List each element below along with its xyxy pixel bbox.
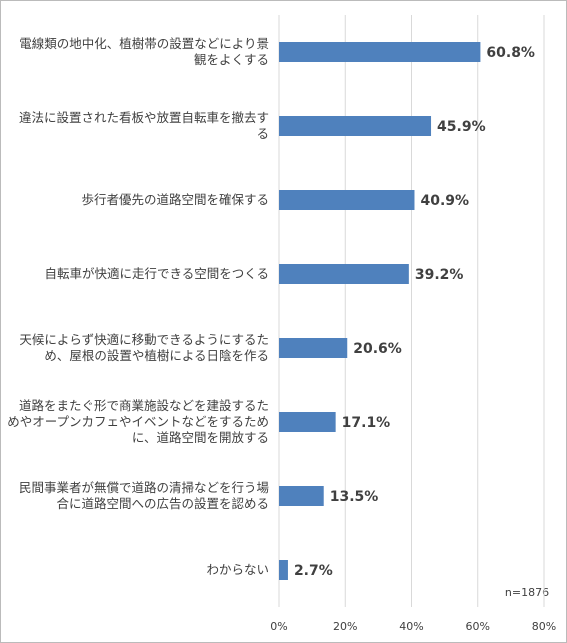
bar <box>279 560 288 580</box>
category-label-box: 天候によらず快適に移動できるようにするため、屋根の設置や植樹による日陰を作る <box>7 311 269 385</box>
y-tick-label: わからない <box>206 562 269 577</box>
value-label: 17.1% <box>342 415 391 431</box>
y-tick-label: 民間事業者が無償で道路の清掃などを行う場合に道路空間への広告の設置を認める <box>18 480 269 511</box>
bar <box>279 486 324 506</box>
bar <box>279 264 409 284</box>
bar <box>279 190 415 210</box>
y-tick-label: 違法に設置された看板や放置自転車を撤去する <box>18 110 269 141</box>
category-label-box: 歩行者優先の道路空間を確保する <box>7 163 269 237</box>
x-tick-label: 0% <box>270 620 287 633</box>
bar <box>279 412 336 432</box>
x-tick-label: 80% <box>532 620 556 633</box>
y-tick-label: 天候によらず快適に移動できるようにするため、屋根の設置や植樹による日陰を作る <box>19 332 269 363</box>
value-label: 2.7% <box>294 563 333 579</box>
y-tick-label: 自転車が快適に走行できる空間をつくる <box>44 266 269 281</box>
y-tick-label: 歩行者優先の道路空間を確保する <box>81 192 269 207</box>
y-tick-label: 電線類の地中化、植樹帯の設置などにより景観をよくする <box>19 36 269 67</box>
value-label: 60.8% <box>486 45 535 61</box>
category-label-box: 電線類の地中化、植樹帯の設置などにより景観をよくする <box>7 15 269 89</box>
value-label: 45.9% <box>437 119 486 135</box>
bar <box>279 116 432 136</box>
value-label: 39.2% <box>415 267 464 283</box>
y-tick-label: 道路をまたぐ形で商業施設などを建設するためやオープンカフェやイベントなどをするた… <box>7 398 269 445</box>
value-label: 13.5% <box>330 489 379 505</box>
bar <box>279 42 481 62</box>
value-label: 20.6% <box>353 341 402 357</box>
category-label-box: わからない <box>7 533 269 607</box>
category-label-box: 違法に設置された看板や放置自転車を撤去する <box>7 89 269 163</box>
bar <box>279 338 348 358</box>
category-label-box: 民間事業者が無償で道路の清掃などを行う場合に道路空間への広告の設置を認める <box>7 459 269 533</box>
x-tick-label: 20% <box>333 620 357 633</box>
category-label-box: 自転車が快適に走行できる空間をつくる <box>7 237 269 311</box>
value-label: 40.9% <box>420 193 469 209</box>
x-tick-label: 60% <box>466 620 490 633</box>
annotation: n=1876 <box>505 586 549 599</box>
x-tick-label: 40% <box>399 620 423 633</box>
category-label-box: 道路をまたぐ形で商業施設などを建設するためやオープンカフェやイベントなどをするた… <box>7 385 269 459</box>
